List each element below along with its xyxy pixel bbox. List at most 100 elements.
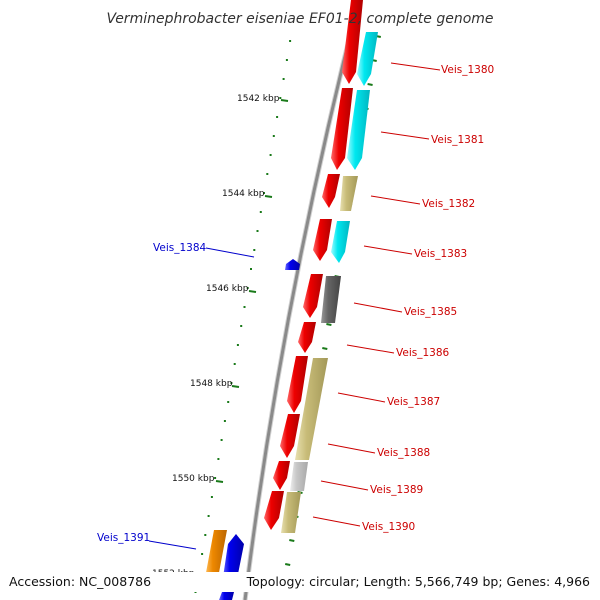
gene-arrow-1390-tan[interactable]	[281, 492, 301, 533]
gene-label-1380[interactable]: Veis_1380	[441, 64, 494, 76]
gene-arrow-1391-blue[interactable]	[222, 534, 244, 584]
minor-tick	[246, 287, 249, 289]
gene-labels: Veis_1380 Veis_1381 Veis_1382 Veis_1383 …	[97, 64, 494, 544]
minor-tick	[276, 116, 279, 118]
gene-label-1390[interactable]: Veis_1390	[362, 521, 415, 533]
leader-line-1382	[370, 195, 421, 205]
map-title: Verminephrobacter eiseniae EF01-2, compl…	[106, 11, 493, 27]
gene-label-1382[interactable]: Veis_1382	[422, 198, 475, 210]
leader-line-1385	[353, 302, 403, 313]
scale-label-1544: 1544 kbp	[222, 189, 265, 199]
scale-label-1542: 1542 kbp	[237, 94, 280, 104]
minor-tick	[243, 306, 246, 308]
gene-arrow-1386-red[interactable]	[298, 322, 316, 353]
leader-line-1386	[346, 344, 395, 354]
leader-line-1388	[327, 443, 376, 454]
gene-label-1381[interactable]: Veis_1381	[431, 134, 484, 146]
minor-tick	[214, 477, 217, 479]
gene-arrow-1388-red[interactable]	[280, 414, 300, 458]
scale-tick	[215, 480, 224, 483]
leader-line-1391	[148, 540, 197, 550]
gene-arrow-1384-blue[interactable]	[285, 259, 300, 270]
minor-tick	[285, 59, 288, 61]
minor-tick	[259, 211, 262, 213]
scale-tick	[231, 385, 240, 388]
gene-label-1384[interactable]: Veis_1384	[153, 242, 207, 254]
gene-label-1385[interactable]: Veis_1385	[404, 306, 457, 318]
minor-tick	[240, 325, 243, 327]
minor-tick	[230, 382, 233, 384]
minor-tick	[289, 40, 292, 42]
reverse-strand-genes	[205, 259, 300, 600]
minor-tick	[279, 97, 282, 99]
gene-arrow-1381-red[interactable]	[331, 88, 353, 170]
footer-background	[0, 572, 600, 592]
gene-arrow-1390-red[interactable]	[264, 491, 284, 530]
outer-tick	[322, 347, 328, 350]
minor-tick	[227, 401, 230, 403]
leader-line-1380	[390, 62, 441, 71]
gene-arrow-1389-light[interactable]	[290, 462, 308, 491]
gene-label-1387[interactable]: Veis_1387	[387, 396, 440, 408]
leader-line-1389	[320, 480, 369, 491]
gene-arrow-1387-red[interactable]	[287, 356, 308, 413]
minor-tick	[256, 230, 259, 232]
minor-tick	[201, 553, 204, 555]
minor-tick	[269, 154, 272, 156]
leader-line-1387	[337, 392, 386, 403]
minor-tick	[207, 515, 210, 517]
gene-arrow-1383-red[interactable]	[313, 219, 332, 261]
minor-tick	[204, 534, 207, 536]
gene-arrow-1383-cyan[interactable]	[331, 221, 350, 263]
minor-tick	[236, 344, 239, 346]
minor-tick	[253, 249, 256, 251]
forward-strand-genes	[264, 0, 363, 530]
minor-tick-marks	[194, 40, 292, 593]
minor-tick	[210, 496, 213, 498]
topology-text: Topology: circular; Length: 5,566,749 bp…	[246, 574, 590, 589]
gene-arrow-1380-red[interactable]	[342, 0, 363, 84]
leader-line-1390	[312, 516, 361, 527]
minor-tick	[282, 78, 285, 80]
minor-tick	[217, 458, 220, 460]
scale-tick	[280, 99, 289, 102]
gene-arrow-1385-red[interactable]	[303, 274, 323, 318]
minor-tick	[266, 173, 269, 175]
outer-tick	[367, 83, 373, 86]
minor-tick	[220, 439, 223, 441]
accession-text: Accession: NC_008786	[9, 574, 151, 589]
scale-label-1548: 1548 kbp	[190, 379, 233, 389]
gene-arrow-1380-cyan[interactable]	[357, 32, 378, 86]
gene-arrow-1381-cyan[interactable]	[347, 90, 370, 170]
leader-lines	[148, 62, 441, 550]
minor-tick	[250, 268, 252, 270]
gene-label-1391[interactable]: Veis_1391	[97, 532, 150, 544]
leader-line-1381	[380, 131, 430, 140]
gene-label-1388[interactable]: Veis_1388	[377, 447, 430, 459]
outer-tick	[326, 323, 332, 326]
gene-arrow-1391-orange[interactable]	[205, 530, 227, 578]
minor-tick	[263, 192, 265, 194]
scale-label-1546: 1546 kbp	[206, 284, 249, 294]
leader-line-1383	[363, 245, 413, 255]
minor-tick	[223, 420, 226, 422]
forward-strand-outer-genes	[281, 32, 378, 533]
outer-tick	[289, 539, 295, 542]
gene-arrow-1389-red[interactable]	[273, 461, 290, 490]
gene-label-1383[interactable]: Veis_1383	[414, 248, 467, 260]
leader-line-1384	[205, 247, 255, 258]
gene-arrow-1387-tan[interactable]	[295, 358, 328, 460]
scale-tick	[264, 195, 273, 198]
scale-label-1550: 1550 kbp	[172, 474, 215, 484]
gene-arrow-1382-red[interactable]	[322, 174, 340, 208]
minor-tick	[272, 135, 275, 137]
gene-label-1389[interactable]: Veis_1389	[370, 484, 423, 496]
gene-arrow-1382-tan[interactable]	[340, 176, 358, 211]
scale-tick	[248, 290, 257, 293]
minor-tick	[233, 363, 236, 365]
gene-arrow-1385-dark[interactable]	[321, 276, 341, 323]
backbone-arc-core	[243, 0, 361, 600]
outer-tick	[285, 563, 291, 566]
gene-label-1386[interactable]: Veis_1386	[396, 347, 450, 359]
